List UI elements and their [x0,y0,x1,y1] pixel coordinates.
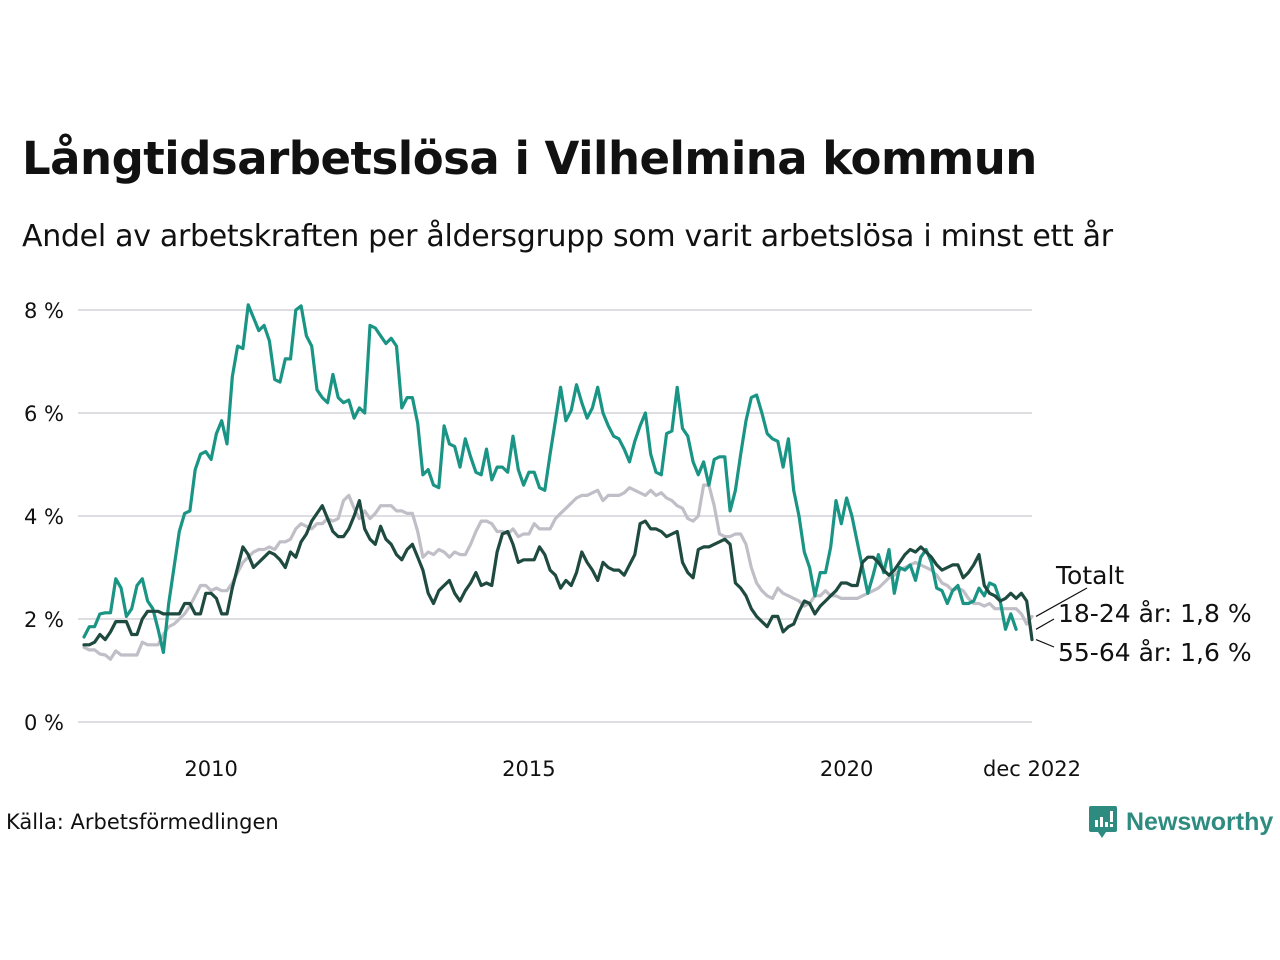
newsworthy-logo-icon [1089,806,1117,838]
x-tick-label: 2010 [184,757,237,781]
end-labels: 18-24 år: 1,8 % Totalt 55-64 år: 1,6 % [1055,561,1252,667]
series-lines [82,303,1034,661]
series-line-55-64-r [82,499,1034,647]
leader-line [1035,618,1055,630]
x-tick-label: dec 2022 [983,757,1081,781]
y-tick-label: 2 % [24,608,64,632]
leader-line [1035,639,1055,648]
y-tick-label: 0 % [24,711,64,735]
x-tick-label: 2020 [820,757,873,781]
end-label-leaders [1035,587,1088,648]
chart-title: Långtidsarbetslösa i Vilhelmina kommun [22,132,1037,185]
y-tick-label: 8 % [24,299,64,323]
series-line-18-24-r [82,303,1018,655]
x-axis-ticks: 2010 2015 2020 dec 2022 [184,757,1081,781]
chart-subtitle: Andel av arbetskraften per åldersgrupp s… [22,219,1113,254]
gridlines [78,309,1032,723]
x-tick-label: 2015 [502,757,555,781]
y-tick-label: 6 % [24,402,64,426]
source-note: Källa: Arbetsförmedlingen [6,810,279,834]
end-label: 18-24 år: 1,8 % [1058,599,1252,628]
brand-logo: Newsworthy [1088,804,1273,840]
y-tick-label: 4 % [24,505,64,529]
line-chart: 0 % 2 % 4 % 6 % 8 % 2010 2015 2020 dec 2022 18-… [24,299,1252,781]
brand-name: Newsworthy [1126,807,1274,836]
y-axis-ticks: 0 % 2 % 4 % 6 % 8 % [24,299,64,735]
end-label: 55-64 år: 1,6 % [1058,638,1252,667]
series-line-totalt [82,483,1034,661]
leader-line [1035,587,1088,617]
end-label: Totalt [1055,561,1124,590]
